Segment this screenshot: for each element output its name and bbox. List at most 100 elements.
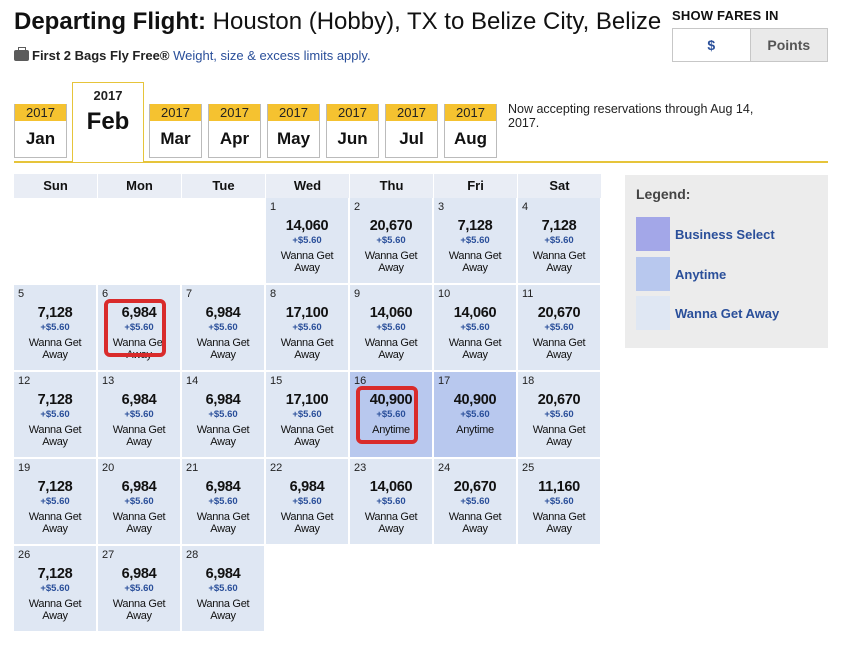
fare-type: Wanna Get Away [448, 250, 502, 274]
day-cell-17[interactable]: 17 40,900 +$5.60 Anytime [434, 372, 518, 459]
empty-day-cell [98, 198, 182, 285]
fare-points: 6,984 [121, 479, 157, 495]
month-tab-year: 2017 [268, 104, 319, 121]
day-cell-18[interactable]: 18 20,670 +$5.60 Wanna Get Away [518, 372, 602, 459]
fare-type: Wanna Get Away [448, 511, 502, 535]
bags-limits-link[interactable]: Weight, size & excess limits apply. [169, 48, 371, 63]
day-cell-8[interactable]: 8 17,100 +$5.60 Wanna Get Away [266, 285, 350, 372]
day-cell-11[interactable]: 11 20,670 +$5.60 Wanna Get Away [518, 285, 602, 372]
fare-dollars-button[interactable]: $ [673, 29, 750, 61]
day-cell-12[interactable]: 12 7,128 +$5.60 Wanna Get Away [14, 372, 98, 459]
day-cell-2[interactable]: 2 20,670 +$5.60 Wanna Get Away [350, 198, 434, 285]
fare-points: 6,984 [205, 392, 241, 408]
day-cell-20[interactable]: 20 6,984 +$5.60 Wanna Get Away [98, 459, 182, 546]
month-tab-year: 2017 [73, 83, 143, 107]
month-tab-jul[interactable]: 2017 Jul [385, 104, 438, 158]
fare-points: 14,060 [453, 305, 497, 321]
day-number: 16 [354, 375, 367, 387]
fare-type-toggle: $ Points [672, 28, 828, 62]
day-cell-16[interactable]: 16 40,900 +$5.60 Anytime [350, 372, 434, 459]
day-cell-6[interactable]: 6 6,984 +$5.60 Wanna Get Away [98, 285, 182, 372]
day-cell-9[interactable]: 9 14,060 +$5.60 Wanna Get Away [350, 285, 434, 372]
fare-tax: +$5.60 [460, 496, 490, 507]
fare-type: Wanna Get Away [28, 424, 82, 448]
day-cell-26[interactable]: 26 7,128 +$5.60 Wanna Get Away [14, 546, 98, 633]
fare-points: 17,100 [285, 305, 329, 321]
day-number: 11 [522, 288, 534, 300]
month-tab-label: Feb [86, 108, 130, 135]
fare-tax: +$5.60 [208, 322, 238, 333]
fare-type: Wanna Get Away [364, 511, 418, 535]
weekday-sun: Sun [14, 174, 98, 198]
month-tabs-baseline [14, 161, 828, 163]
day-cell-19[interactable]: 19 7,128 +$5.60 Wanna Get Away [14, 459, 98, 546]
day-cell-10[interactable]: 10 14,060 +$5.60 Wanna Get Away [434, 285, 518, 372]
fare-tax: +$5.60 [124, 583, 154, 594]
day-cell-25[interactable]: 25 11,160 +$5.60 Wanna Get Away [518, 459, 602, 546]
fare-points: 6,984 [121, 392, 157, 408]
fare-type: Wanna Get Away [280, 250, 334, 274]
fare-points: 6,984 [121, 305, 157, 321]
day-cell-22[interactable]: 22 6,984 +$5.60 Wanna Get Away [266, 459, 350, 546]
fare-type: Wanna Get Away [112, 424, 166, 448]
day-cell-27[interactable]: 27 6,984 +$5.60 Wanna Get Away [98, 546, 182, 633]
fare-points: 20,670 [369, 218, 413, 234]
month-tab-jan[interactable]: 2017 Jan [14, 104, 67, 158]
page-title: Departing Flight: Houston (Hobby), TX to… [14, 8, 661, 36]
fare-points: 6,984 [205, 566, 241, 582]
fare-tax: +$5.60 [292, 322, 322, 333]
fare-tax: +$5.60 [40, 409, 70, 420]
day-cell-1[interactable]: 1 14,060 +$5.60 Wanna Get Away [266, 198, 350, 285]
month-tab-apr[interactable]: 2017 Apr [208, 104, 261, 158]
bags-free-label: First 2 Bags Fly Free® [32, 48, 170, 63]
fare-type: Wanna Get Away [364, 250, 418, 274]
day-number: 10 [438, 288, 451, 300]
month-tab-may[interactable]: 2017 May [267, 104, 320, 158]
fare-type: Wanna Get Away [28, 598, 82, 622]
month-tab-year: 2017 [15, 104, 66, 121]
day-cell-24[interactable]: 24 20,670 +$5.60 Wanna Get Away [434, 459, 518, 546]
month-tab-year: 2017 [445, 104, 496, 121]
fare-points-button[interactable]: Points [749, 29, 827, 61]
fare-type: Wanna Get Away [28, 511, 82, 535]
day-cell-28[interactable]: 28 6,984 +$5.60 Wanna Get Away [182, 546, 266, 633]
fare-type: Wanna Get Away [196, 511, 250, 535]
day-cell-15[interactable]: 15 17,100 +$5.60 Wanna Get Away [266, 372, 350, 459]
month-tab-feb[interactable]: 2017 Feb [72, 82, 144, 162]
day-cell-23[interactable]: 23 14,060 +$5.60 Wanna Get Away [350, 459, 434, 546]
fare-tax: +$5.60 [208, 409, 238, 420]
day-number: 28 [186, 549, 199, 561]
month-tab-mar[interactable]: 2017 Mar [149, 104, 202, 158]
fare-type: Wanna Get Away [532, 250, 586, 274]
day-number: 20 [102, 462, 115, 474]
month-tab-jun[interactable]: 2017 Jun [326, 104, 379, 158]
month-tab-label: Jan [25, 129, 56, 148]
fare-type: Wanna Get Away [280, 337, 334, 361]
fare-type: Anytime [372, 424, 410, 436]
empty-day-cell [14, 198, 98, 285]
day-cell-3[interactable]: 3 7,128 +$5.60 Wanna Get Away [434, 198, 518, 285]
day-cell-7[interactable]: 7 6,984 +$5.60 Wanna Get Away [182, 285, 266, 372]
day-number: 9 [354, 288, 361, 300]
fare-points: 6,984 [205, 305, 241, 321]
weekday-sat: Sat [518, 174, 602, 198]
day-cell-13[interactable]: 13 6,984 +$5.60 Wanna Get Away [98, 372, 182, 459]
day-cell-5[interactable]: 5 7,128 +$5.60 Wanna Get Away [14, 285, 98, 372]
fare-tax: +$5.60 [376, 409, 406, 420]
day-cell-21[interactable]: 21 6,984 +$5.60 Wanna Get Away [182, 459, 266, 546]
fare-type: Wanna Get Away [532, 424, 586, 448]
fare-tax: +$5.60 [376, 235, 406, 246]
fare-type: Wanna Get Away [28, 337, 82, 361]
day-number: 23 [354, 462, 367, 474]
legend-label: Wanna Get Away [675, 306, 780, 321]
fare-points: 20,670 [537, 305, 581, 321]
day-cell-14[interactable]: 14 6,984 +$5.60 Wanna Get Away [182, 372, 266, 459]
month-tab-aug[interactable]: 2017 Aug [444, 104, 497, 158]
legend-item: Business Select [636, 217, 826, 251]
day-number: 27 [102, 549, 115, 561]
fare-points: 6,984 [205, 479, 241, 495]
month-tab-year: 2017 [386, 104, 437, 121]
show-fares-label: SHOW FARES IN [672, 8, 779, 23]
day-cell-4[interactable]: 4 7,128 +$5.60 Wanna Get Away [518, 198, 602, 285]
fare-type: Wanna Get Away [532, 511, 586, 535]
